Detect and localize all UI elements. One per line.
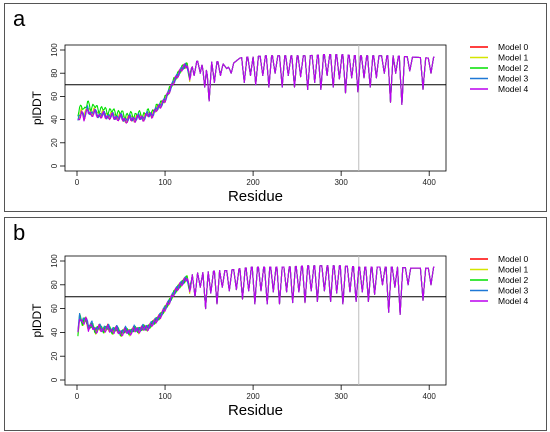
chart-panel-a: a 0 20 40 60 80 100 0 100 200 300 400 Residue plDDT M… [4,3,547,212]
y-tick-label: 20 [50,351,59,360]
legend-label-model-0: Model 0 [498,254,529,264]
y-tick-label: 80 [50,68,59,77]
y-axis-label: plDDT [30,90,44,125]
legend-label-model-4: Model 4 [498,84,529,94]
x-tick-label: 300 [334,178,348,187]
legend-label-model-3: Model 3 [498,74,529,84]
legend-label-model-2: Model 2 [498,275,529,285]
plot-frame [64,44,447,172]
legend-label-model-1: Model 1 [498,53,529,63]
chart-panel-b: b 0 20 40 60 80 100 0 100 200 300 400 Residue plDDT M… [4,217,547,431]
plot-frame [64,255,447,386]
y-tick-label: 60 [50,91,59,100]
series-line-model-3 [77,54,435,122]
x-tick-label: 0 [75,178,80,187]
series-line-model-4 [77,265,435,337]
x-tick-label: 200 [246,178,260,187]
y-tick-label: 20 [50,138,59,147]
x-tick-label: 100 [158,392,172,401]
y-tick-label: 0 [50,163,59,168]
x-tick-label: 200 [246,392,260,401]
legend-label-model-0: Model 0 [498,42,529,52]
x-tick-label: 400 [423,178,437,187]
legend-label-model-3: Model 3 [498,286,529,296]
series-line-model-2 [77,54,435,120]
panel-letter-b: b [13,220,26,245]
legend-label-model-4: Model 4 [498,296,529,306]
y-tick-label: 100 [50,254,59,268]
panel-letter-a: a [13,6,26,31]
x-tick-label: 300 [334,392,348,401]
series-line-model-4 [77,54,435,124]
x-axis-label: Residue [228,402,283,419]
chart-b: 0 20 40 60 80 100 0 100 200 300 400 Residue plDDT Mod… [30,254,529,419]
y-tick-label: 60 [50,304,59,313]
x-tick-label: 100 [158,178,172,187]
chart-a: 0 20 40 60 80 100 0 100 200 300 400 Residue plDDT Mod… [30,42,529,205]
y-tick-label: 80 [50,280,59,289]
y-tick-label: 40 [50,327,59,336]
x-tick-label: 400 [423,392,437,401]
x-tick-label: 0 [75,392,80,401]
y-tick-label: 0 [50,377,59,382]
y-tick-label: 100 [50,43,59,57]
x-axis-label: Residue [228,188,283,205]
legend-label-model-1: Model 1 [498,265,529,275]
legend-label-model-2: Model 2 [498,63,529,73]
y-axis-label: plDDT [30,303,44,338]
y-tick-label: 40 [50,115,59,124]
